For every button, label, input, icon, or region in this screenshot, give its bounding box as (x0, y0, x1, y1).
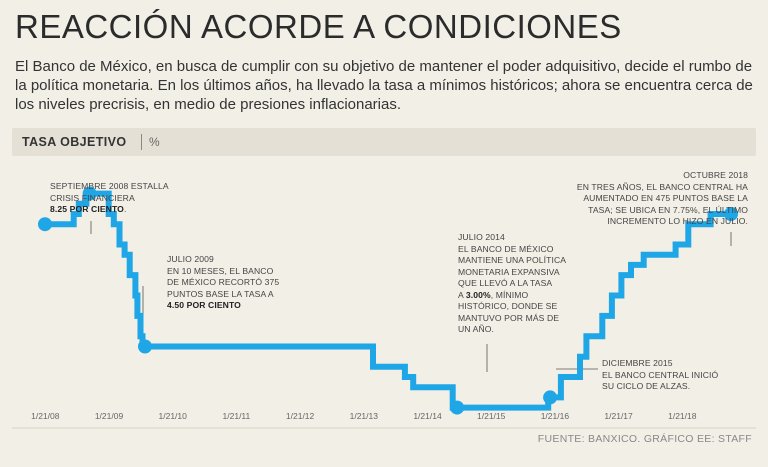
annotation-line: MANTUVO POR MÁS DE (458, 312, 560, 323)
x-tick-label: 1/21/12 (286, 411, 315, 421)
annotation-line: JULIO 2009 (167, 254, 214, 264)
divider (141, 134, 142, 150)
x-tick-label: 1/21/18 (668, 411, 697, 421)
annotation-line: CRISIS FINANCIERA (50, 192, 135, 203)
data-point-marker (450, 400, 465, 415)
annotation-leaders (90, 221, 732, 372)
annotation-line: INCREMENTO LO HIZO EN JULIO. (607, 216, 748, 226)
annotation-line: DE MÉXICO RECORTÓ 375 (167, 277, 280, 287)
annotation-line: PUNTOS BASE LA TASA A (167, 288, 274, 299)
annotation-line: 8.25 POR CIENTO. (50, 204, 169, 216)
x-tick-label: 1/21/11 (223, 411, 251, 421)
annotation-line: TASA; SE UBICA EN 7.75%, EL ÚLTIMO (588, 204, 748, 215)
annotation-jul2014: JULIO 2014 EL BANCO DE MÉXICO MANTIENE U… (458, 232, 566, 336)
annotation-line: HISTÓRICO, DONDE SE (458, 301, 558, 311)
chart-title: TASA OBJETIVO (22, 135, 127, 149)
annotation-line: AUMENTADO EN 475 PUNTOS BASE LA (583, 193, 748, 203)
annotation-line: JULIO 2014 (458, 232, 505, 242)
x-tick-label: 1/21/17 (604, 411, 633, 421)
annotation-post: , MÍNIMO (490, 289, 529, 300)
annotation-highlight: 8.25 POR CIENTO (50, 204, 124, 214)
source-credit: FUENTE: BANXICO. GRÁFICO EE: STAFF (537, 433, 752, 445)
data-point-marker (138, 339, 152, 354)
data-point-marker (38, 217, 52, 232)
annotation-line: 4.50 POR CIENTO (167, 300, 279, 312)
annotation-tail: . (123, 204, 127, 214)
annotation-line: EN 10 MESES, EL BANCO (167, 265, 274, 276)
x-tick-label: 1/21/10 (159, 411, 188, 421)
annotation-line: EL BANCO CENTRAL INICIÓ (602, 369, 719, 380)
annotation-line: OCTUBRE 2018 (683, 170, 748, 180)
annotation-line: SU CICLO DE ALZAS. (602, 381, 691, 391)
data-point-marker (543, 390, 558, 405)
annotation-jul2009: JULIO 2009 EN 10 MESES, EL BANCO DE MÉXI… (167, 254, 279, 312)
annotation-line: A 3.00%, MÍNIMO (458, 290, 566, 302)
annotation-line: EN TRES AÑOS, EL BANCO CENTRAL HA (576, 181, 748, 192)
annotation-sep2008: SEPTIEMBRE 2008 ESTALLA CRISIS FINANCIER… (50, 181, 169, 216)
annotation-oct2018: OCTUBRE 2018 EN TRES AÑOS, EL BANCO CENT… (577, 170, 748, 228)
page-title: REACCIÓN ACORDE A CONDICIONES (15, 8, 622, 45)
x-tick-label: 1/21/13 (350, 411, 379, 421)
annotation-highlight: 3.00% (465, 289, 491, 300)
annotation-highlight: 4.50 POR CIENTO (167, 300, 241, 310)
annotation-line: QUE LLEVÓ A LA TASA (458, 278, 553, 288)
x-tick-label: 1/21/09 (95, 411, 124, 421)
annotation-line: DICIEMBRE 2015 (602, 358, 673, 368)
annotation-line: EL BANCO DE MÉXICO (458, 243, 554, 254)
chart-label-bar: TASA OBJETIVO % (12, 128, 756, 156)
annotation-line: MONETARIA EXPANSIVA (458, 266, 560, 277)
annotation-dic2015: DICIEMBRE 2015 EL BANCO CENTRAL INICIÓ S… (602, 358, 718, 393)
data-point-marker (724, 207, 738, 221)
chart-unit: % (149, 135, 160, 149)
annotation-line: SEPTIEMBRE 2008 ESTALLA (50, 181, 169, 191)
x-tick-label: 1/21/08 (31, 411, 60, 421)
series-line-0 (45, 190, 731, 411)
x-tick-label: 1/21/16 (541, 411, 570, 421)
x-tick-label: 1/21/14 (413, 411, 442, 421)
data-point-marker (82, 186, 97, 201)
annotation-line: UN AÑO. (458, 324, 495, 334)
annotation-line: MANTIENE UNA POLÍTICA (458, 255, 567, 265)
annotation-pre: A (458, 289, 466, 300)
intro-paragraph: El Banco de México, en busca de cumplir … (15, 58, 753, 113)
x-tick-label: 1/21/15 (477, 411, 506, 421)
